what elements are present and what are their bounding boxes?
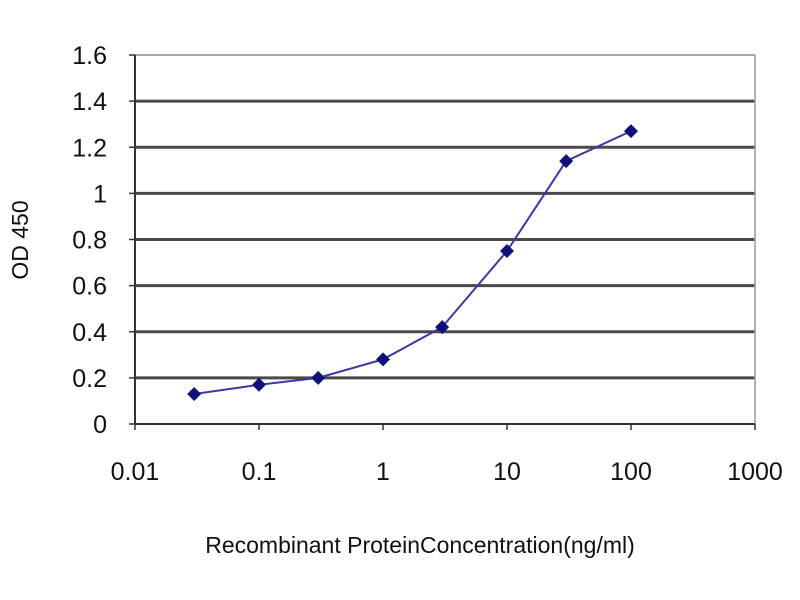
- y-tick-label: 1.6: [72, 42, 107, 70]
- y-tick-label: 0: [93, 411, 107, 439]
- y-tick-label: 1.2: [72, 134, 107, 162]
- x-tick-label: 100: [610, 458, 652, 486]
- data-point: [559, 154, 574, 169]
- data-point: [187, 387, 202, 402]
- data-point: [500, 244, 514, 259]
- series-line: [194, 130, 632, 396]
- x-tick-label: 1: [376, 458, 390, 486]
- x-axis-label: Recombinant ProteinConcentration(ng/ml): [205, 532, 635, 558]
- x-tick-labels: 0.01 0.1 1 10 100 1000: [111, 458, 783, 486]
- y-tick-label: 0.6: [72, 273, 107, 301]
- y-tick-labels: 0 0.2 0.4 0.6 0.8 1 1.2 1.4 1.6: [72, 42, 107, 439]
- data-series: [187, 124, 638, 402]
- y-tick-label: 1.4: [72, 88, 107, 116]
- data-point: [376, 352, 390, 367]
- x-tick-label: 0.1: [242, 458, 277, 486]
- y-tick-label: 0.4: [72, 319, 107, 347]
- y-axis-label: OD 450: [7, 200, 33, 279]
- data-point: [311, 370, 326, 385]
- x-tick-label: 0.01: [111, 458, 160, 486]
- gridlines: [135, 54, 755, 380]
- y-tick-label: 0.8: [72, 227, 107, 255]
- data-point: [624, 124, 638, 139]
- y-tick-label: 1: [93, 180, 107, 208]
- data-point: [435, 320, 450, 335]
- x-tick-label: 10: [493, 458, 521, 486]
- y-tick-label: 0.2: [72, 365, 107, 393]
- data-point: [252, 377, 266, 392]
- axes: [129, 54, 756, 430]
- x-tick-label: 1000: [727, 458, 783, 486]
